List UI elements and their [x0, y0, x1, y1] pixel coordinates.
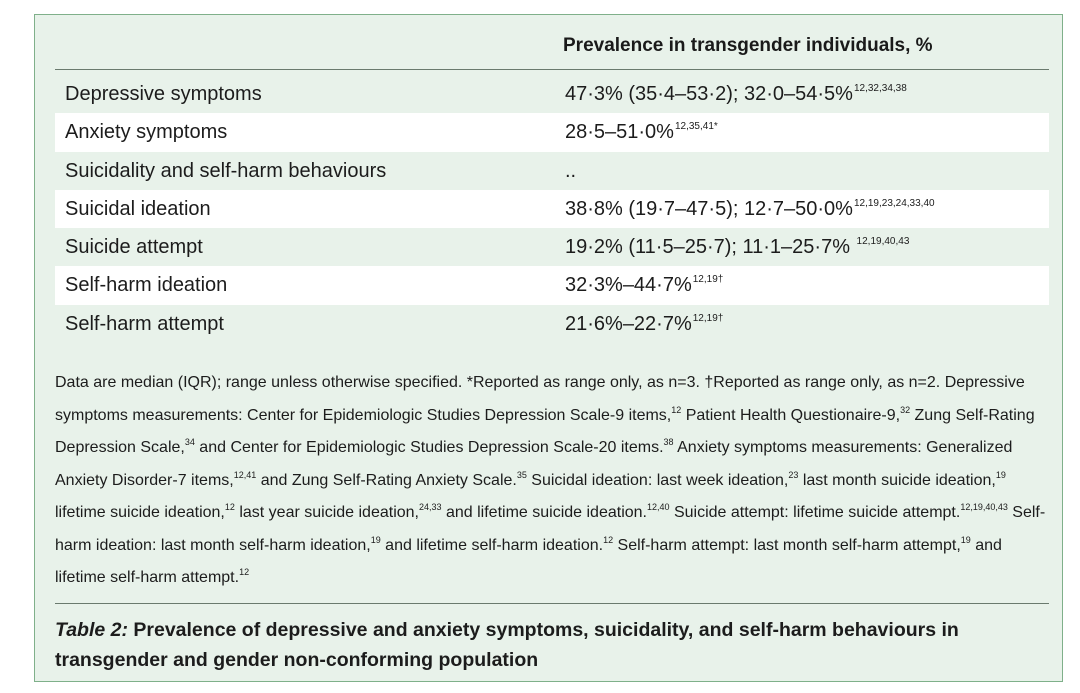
footnote-reference: 12 [224, 502, 235, 512]
table-row: Suicidality and self-harm behaviours.. [55, 152, 1049, 190]
row-label: Suicidality and self-harm behaviours [65, 159, 387, 182]
footnote-reference: 12 [239, 567, 250, 577]
footnote-text: and lifetime suicide ideation. [441, 504, 647, 521]
row-value: 28·5–51·0%12,35,41* [565, 121, 718, 144]
table-row: Depressive symptoms 47·3% (35·4–53·2); 32… [55, 75, 1049, 113]
row-reference-superscript: 12,35,41* [674, 121, 718, 133]
row-value: 21·6%–22·7%12,19† [565, 313, 723, 336]
footnote-reference: 23 [788, 469, 799, 480]
footnote-text: Anxiety symptoms measurements: Generaliz… [55, 439, 1013, 489]
footnote-text: Suicide attempt: lifetime suicide attemp… [669, 504, 961, 521]
footnote-reference: 35 [516, 469, 527, 480]
footnote-reference: 19 [370, 534, 381, 545]
footnote-text: Data are median (IQR); range unless othe… [55, 374, 1025, 424]
footnote-text: and lifetime self-harm attempt. [55, 536, 1002, 587]
footnote-text: lifetime suicide ideation, [55, 504, 225, 521]
footnote-text: and Zung Self-Rating Anxiety Scale. [256, 471, 517, 489]
footnote-reference: 12,40 [646, 502, 670, 512]
row-value-text: 38·8% (19·7–47·5); 12·7–50·0% [565, 197, 853, 220]
footnote-reference: 34 [184, 437, 195, 447]
caption-text: Prevalence of depressive and anxiety sym… [55, 619, 959, 671]
row-value-text: .. [565, 159, 577, 182]
table-row: Suicidal ideation 38·8% (19·7–47·5); 12·7… [55, 189, 1049, 229]
table-row: Anxiety symptoms 28·5–51·0%12,35,41* [55, 113, 1049, 152]
table-body: Depressive symptoms 47·3% (35·4–53·2); 32… [55, 75, 1049, 343]
row-reference-superscript: 12,19,40,43 [856, 236, 910, 248]
table-panel: Prevalence in transgender individuals, %… [34, 14, 1063, 682]
footnote-text: Zung Self-Rating Depression Scale, [55, 406, 1035, 457]
footnote-reference: 38 [663, 437, 674, 447]
caption-divider [55, 603, 1049, 604]
row-value-text: 32·3%–44·7% [565, 274, 692, 297]
footnote-reference: 24,33 [419, 502, 442, 512]
row-value-text: 28·5–51·0% [565, 121, 674, 144]
footnote-text: and lifetime self-harm ideation. [380, 536, 604, 554]
row-value: 38·8% (19·7–47·5); 12·7–50·0%12,19,23,24… [565, 198, 935, 221]
table-caption: Table 2: Prevalence of depressive and an… [55, 615, 1049, 675]
footnote-text: last month suicide ideation, [798, 471, 996, 489]
caption-label: Table 2: [55, 619, 128, 641]
row-reference-superscript: 12,19† [692, 274, 724, 286]
footnote-reference: 19 [960, 534, 971, 545]
row-reference-superscript: 12,19,23,24,33,40 [853, 197, 935, 209]
footnote-reference: 19 [995, 469, 1006, 480]
table-row: Self-harm ideation 32·3%–44·7%12,19† [55, 266, 1049, 305]
footnote-text: Patient Health Questionaire-9, [681, 406, 901, 424]
table-header-row: Prevalence in transgender individuals, % [55, 31, 1049, 70]
row-value-text: 21·6%–22·7% [565, 312, 692, 335]
row-value: 19·2% (11·5–25·7); 11·1–25·7% 12,19,40,4… [565, 236, 909, 259]
table-row: Self-harm attempt 21·6%–22·7%12,19† [55, 305, 1049, 343]
footnote-reference: 12,41 [233, 469, 257, 480]
row-reference-superscript: 12,19† [692, 312, 724, 324]
footnote-text: last year suicide ideation, [234, 504, 419, 521]
row-value-text: 19·2% (11·5–25·7); 11·1–25·7% [565, 236, 856, 259]
footnote-reference: 32 [900, 404, 911, 415]
table-footnote: Data are median (IQR); range unless othe… [55, 370, 1049, 592]
row-value-text: 47·3% (35·4–53·2); 32·0–54·5% [565, 83, 853, 105]
column-header: Prevalence in transgender individuals, % [563, 35, 933, 56]
row-label: Self-harm attempt [65, 312, 224, 335]
footnote-text: Self-harm attempt: last month self-harm … [613, 536, 961, 554]
footnote-reference: 12 [603, 534, 614, 545]
footnote-reference: 12,19,40,43 [960, 502, 1008, 512]
table-row: Suicide attempt 19·2% (11·5–25·7); 11·1–2… [55, 228, 1049, 266]
footnote-text: Suicidal ideation: last week ideation, [526, 471, 789, 489]
row-label: Suicidal ideation [65, 197, 211, 220]
row-label: Suicide attempt [65, 236, 203, 259]
row-label: Self-harm ideation [65, 274, 228, 297]
row-label: Depressive symptoms [65, 83, 262, 105]
footnote-reference: 12 [671, 404, 682, 415]
row-value: .. [565, 160, 577, 183]
row-label: Anxiety symptoms [65, 121, 228, 144]
row-value: 47·3% (35·4–53·2); 32·0–54·5%12,32,34,38 [565, 83, 907, 106]
footnote-text: Self-harm ideation: last month self-harm… [55, 504, 1046, 554]
row-value: 32·3%–44·7%12,19† [565, 274, 723, 297]
row-reference-superscript: 12,32,34,38 [853, 83, 907, 94]
footnote-text: and Center for Epidemiologic Studies Dep… [194, 439, 664, 456]
